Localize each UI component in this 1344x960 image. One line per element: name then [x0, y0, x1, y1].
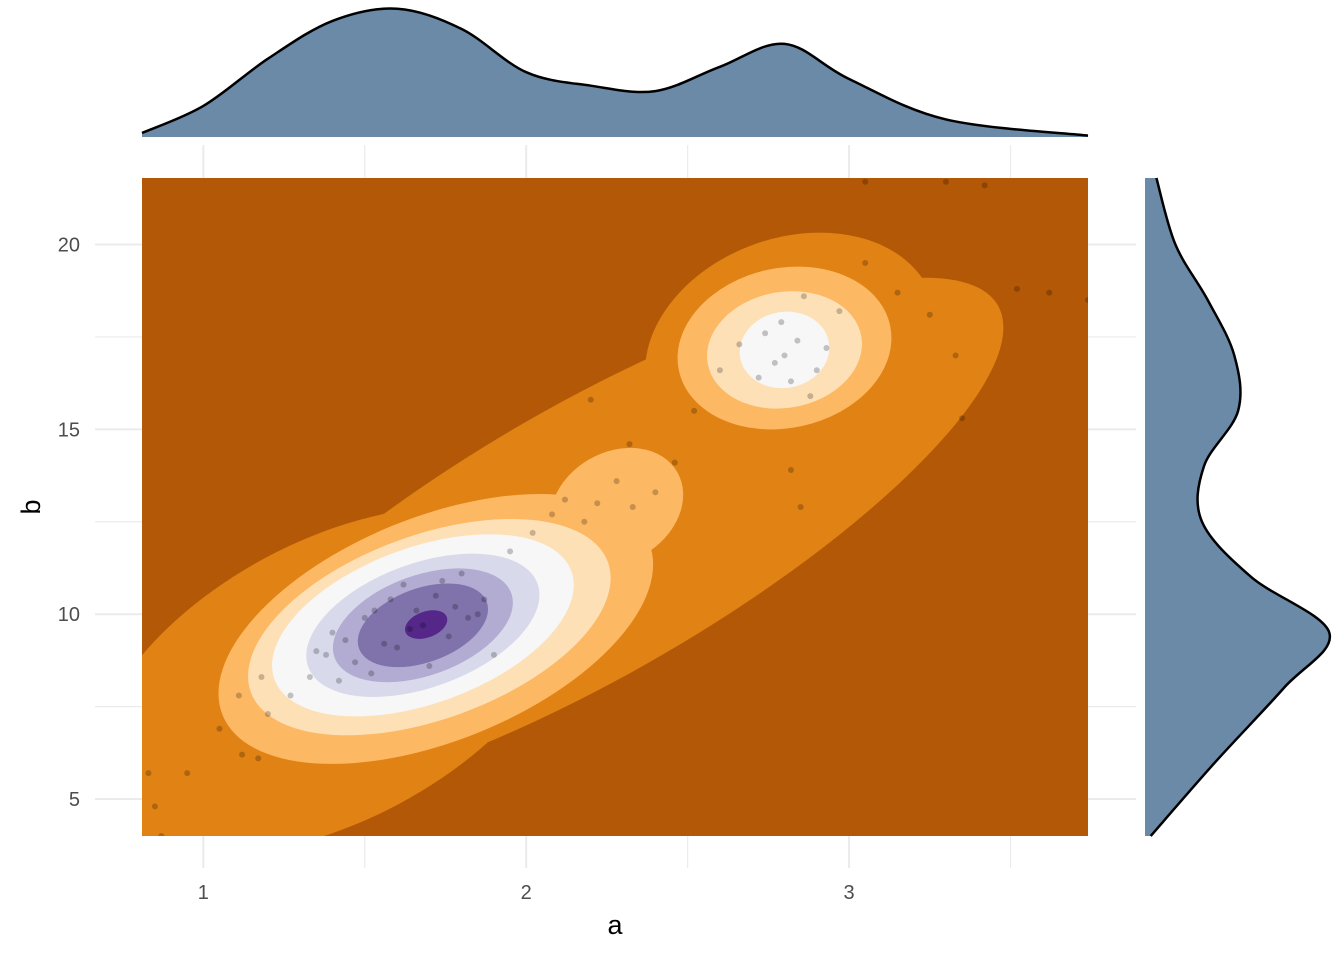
data-point [587, 396, 594, 403]
data-point [787, 378, 794, 385]
marginal-density-a [142, 8, 1088, 138]
data-point [823, 345, 830, 352]
data-point [952, 352, 959, 359]
data-point [400, 581, 407, 588]
density-level-8 [404, 610, 448, 639]
data-point [778, 319, 785, 326]
data-point [613, 478, 620, 485]
data-point [287, 692, 294, 699]
data-point [771, 359, 778, 366]
data-point [458, 570, 465, 577]
data-point [329, 629, 336, 636]
data-point [352, 659, 359, 666]
data-point [894, 289, 901, 296]
data-point [490, 651, 497, 658]
data-point [862, 178, 869, 185]
data-point [465, 614, 472, 621]
data-point [323, 651, 330, 658]
data-point [381, 640, 388, 647]
data-point [145, 770, 152, 777]
data-point [439, 577, 446, 584]
data-point [445, 633, 452, 640]
data-point [368, 670, 375, 677]
data-point [151, 803, 158, 810]
x-axis-ticks: 1 2 3 [198, 882, 855, 904]
x-tick-label: 3 [844, 882, 855, 904]
data-point [255, 755, 262, 762]
y-axis-ticks: 5 10 15 20 [58, 235, 80, 811]
data-point [413, 607, 420, 614]
data-point [813, 367, 820, 374]
data-point [313, 648, 320, 655]
data-point [942, 178, 949, 185]
data-point [1013, 285, 1020, 292]
data-point [581, 518, 588, 525]
marginal-line-b [1149, 177, 1332, 837]
data-point [626, 441, 633, 448]
data-point [371, 607, 378, 614]
data-point [736, 341, 743, 348]
data-point [394, 644, 401, 651]
x-tick-label: 1 [198, 882, 209, 904]
data-point [258, 674, 265, 681]
density-level-4 [739, 311, 830, 389]
marginal-density-b [1145, 178, 1330, 836]
data-point [507, 548, 514, 555]
data-point [762, 330, 769, 337]
data-point [862, 260, 869, 267]
data-points [145, 178, 1088, 836]
data-point [216, 725, 223, 732]
y-tick-label: 15 [58, 419, 80, 441]
density-panel [142, 178, 1088, 836]
data-point [184, 770, 191, 777]
data-point [787, 467, 794, 474]
data-point [387, 596, 394, 603]
y-tick-label: 20 [58, 235, 80, 257]
data-point [406, 625, 413, 632]
data-point [306, 674, 313, 681]
data-point [1046, 289, 1053, 296]
data-point [836, 308, 843, 315]
data-point [474, 611, 481, 618]
data-point [594, 500, 601, 507]
data-point [926, 311, 933, 318]
data-point [652, 489, 659, 496]
data-point [629, 504, 636, 510]
density-contours [142, 178, 1088, 836]
x-axis-title: a [607, 910, 623, 940]
data-point [235, 692, 242, 699]
data-point [671, 459, 678, 466]
data-point [691, 407, 698, 414]
data-point [800, 293, 807, 300]
data-point [432, 592, 439, 599]
y-tick-label: 5 [69, 789, 80, 811]
y-axis-title: b [16, 499, 46, 514]
data-point [426, 662, 433, 669]
data-point [239, 751, 246, 758]
data-point [549, 511, 556, 518]
data-point [481, 596, 488, 603]
x-tick-label: 2 [521, 882, 532, 904]
data-point [716, 367, 723, 374]
data-point [807, 393, 814, 400]
data-point [361, 614, 368, 621]
data-point [335, 677, 342, 684]
data-point [981, 182, 988, 189]
data-point [1085, 296, 1088, 303]
marginal-line-a [141, 7, 1089, 137]
y-tick-label: 10 [58, 604, 80, 626]
data-point [264, 711, 271, 718]
data-point [794, 337, 801, 344]
data-point [781, 352, 788, 359]
data-point [797, 504, 804, 510]
data-point [342, 637, 349, 644]
data-point [419, 622, 426, 629]
data-point [452, 603, 459, 610]
data-point [959, 415, 966, 422]
data-point [158, 833, 165, 836]
data-point [755, 374, 762, 381]
data-point [561, 496, 568, 503]
data-point [529, 529, 536, 536]
